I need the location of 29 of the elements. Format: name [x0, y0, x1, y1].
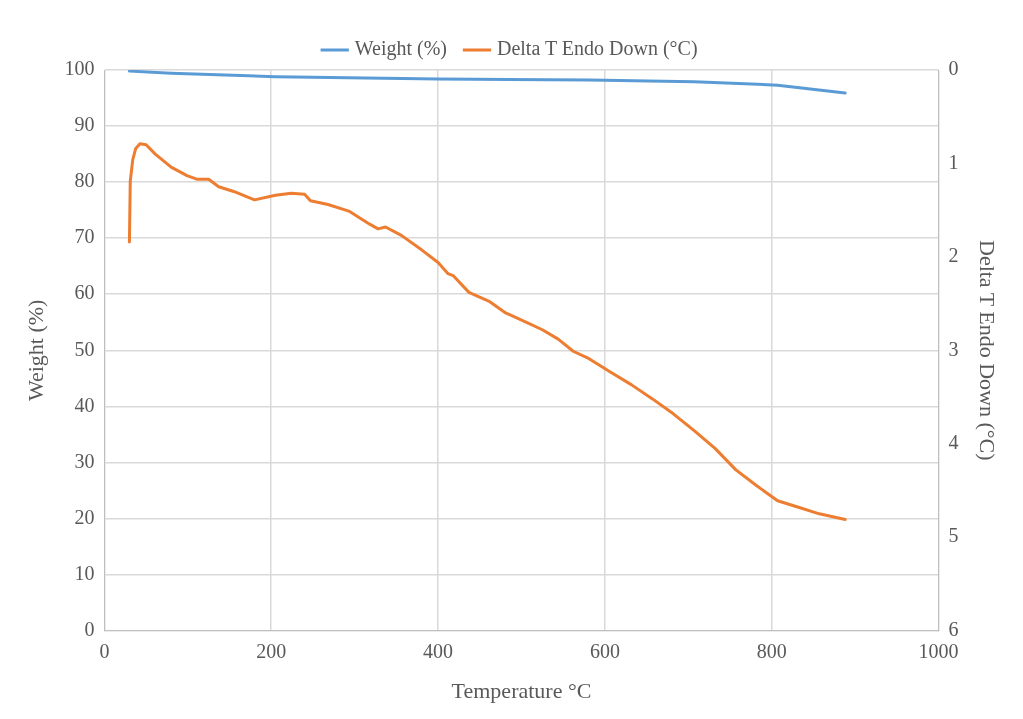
y2-tick-label: 3 — [948, 337, 959, 360]
legend-label: Weight (%) — [354, 37, 447, 61]
y2-tick-label: 4 — [948, 430, 959, 453]
y-tick-label: 90 — [74, 113, 95, 136]
y-tick-label: 100 — [64, 57, 95, 80]
y-tick-label: 30 — [74, 449, 95, 472]
y2-tick-label: 0 — [948, 57, 959, 80]
y-tick-label: 10 — [74, 561, 95, 584]
y-tick-label: 70 — [74, 225, 95, 248]
y-tick-label: 50 — [74, 337, 95, 360]
y2-tick-label: 2 — [948, 244, 959, 267]
x-tick-label: 0 — [99, 639, 110, 662]
y-tick-label: 20 — [74, 505, 95, 528]
legend-label: Delta T Endo Down (°C) — [496, 37, 698, 61]
y-tick-label: 60 — [74, 281, 95, 304]
x-tick-label: 400 — [423, 639, 454, 662]
y-tick-label: 80 — [74, 169, 95, 192]
x-tick-label: 800 — [756, 639, 787, 662]
x-axis-title: Temperature °C — [451, 677, 592, 703]
y2-tick-label: 6 — [948, 617, 959, 640]
y2-tick-label: 5 — [948, 524, 959, 547]
y2-axis-title: Delta T Endo Down (°C) — [975, 239, 1001, 461]
y-axis-title: Weight (%) — [22, 299, 48, 402]
y2-tick-label: 1 — [948, 150, 959, 173]
y-tick-label: 40 — [74, 393, 95, 416]
y-tick-label: 0 — [84, 617, 95, 640]
x-tick-label: 1000 — [918, 639, 959, 662]
x-tick-label: 200 — [256, 639, 287, 662]
x-tick-label: 600 — [589, 639, 620, 662]
